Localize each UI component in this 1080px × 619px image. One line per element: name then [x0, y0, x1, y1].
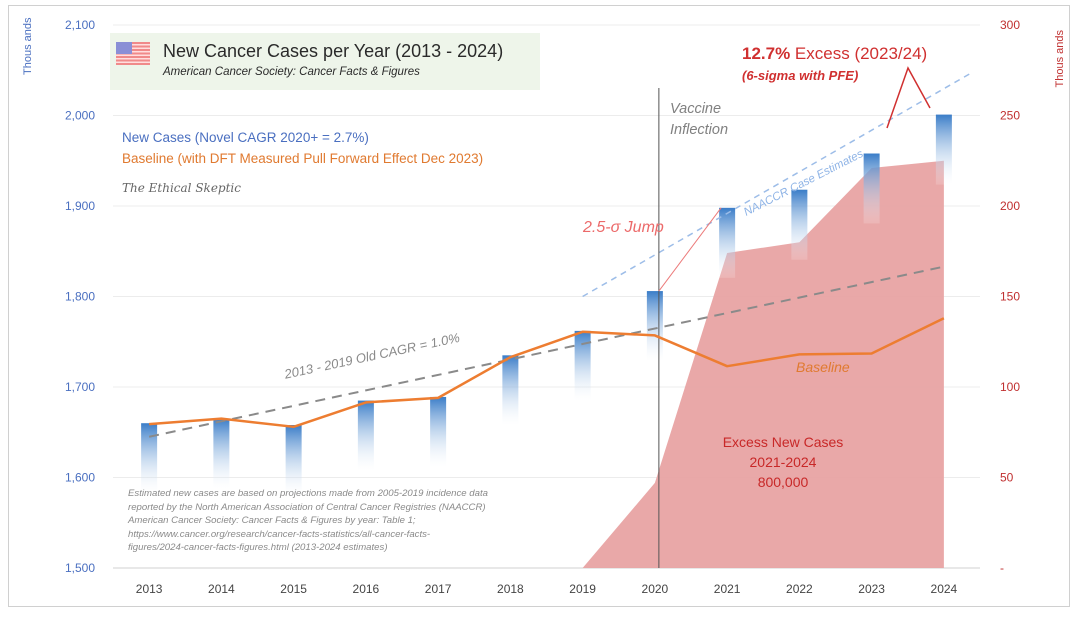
- us-flag-canton: [116, 42, 132, 54]
- excess-cases-line-3: 800,000: [757, 474, 809, 490]
- left-tick-label: 1,500: [65, 561, 95, 575]
- x-tick-label: 2022: [786, 582, 813, 596]
- source-note-line: figures/2024-cancer-facts-figures.html (…: [128, 542, 388, 554]
- right-tick-label: 300: [1000, 18, 1020, 32]
- excess-pct: 12.7%: [742, 44, 791, 63]
- baseline-label: Baseline: [796, 359, 850, 375]
- excess-area: [582, 160, 944, 568]
- jump-label: 2.5-σ Jump: [583, 219, 664, 236]
- excess-cases-label: Excess New Cases 2021-2024 800,000: [700, 432, 866, 492]
- excess-callout-pointer: [886, 66, 931, 129]
- bar-2015: [285, 425, 302, 496]
- left-axis-title: Thous ands: [22, 17, 34, 75]
- x-tick-label: 2021: [714, 582, 741, 596]
- vaccine-inflection-label: Vaccine Inflection: [670, 99, 728, 141]
- source-note-line: reported by the North American Associati…: [128, 501, 486, 513]
- ticks: 1,500 1,600 1,700 1,800 1,900 2,000 2,100 - 50 10…: [65, 18, 1020, 596]
- source-note-line: American Cancer Society: Cancer Facts & …: [128, 515, 416, 527]
- x-tick-label: 2020: [642, 582, 669, 596]
- bar-2021: [719, 207, 736, 278]
- right-tick-label: 100: [1000, 380, 1020, 394]
- naaccr-trendline: [582, 71, 974, 298]
- x-tick-label: 2013: [136, 582, 163, 596]
- right-tick-label: 50: [1000, 471, 1014, 485]
- x-tick-label: 2014: [208, 582, 235, 596]
- legend-baseline: Baseline (with DFT Measured Pull Forward…: [122, 151, 484, 166]
- left-tick-label: 2,000: [65, 109, 95, 123]
- left-tick-label: 1,800: [65, 290, 95, 304]
- bar-2018: [502, 355, 519, 426]
- lines: [148, 66, 974, 568]
- baseline-line: [149, 317, 945, 429]
- excess-cases-line-1: Excess New Cases: [722, 434, 844, 450]
- x-tick-label: 2024: [931, 582, 958, 596]
- left-tick-label: 2,100: [65, 18, 95, 32]
- vaccine-label-line-1: Vaccine: [670, 101, 722, 117]
- x-tick-label: 2016: [353, 582, 380, 596]
- right-tick-label: -: [1000, 561, 1004, 575]
- left-tick-label: 1,600: [65, 471, 95, 485]
- excess-area-shape: [582, 160, 944, 568]
- chart-title: New Cancer Cases per Year (2013 - 2024): [163, 41, 504, 61]
- excess-cases-line-2: 2021-2024: [749, 454, 817, 470]
- right-tick-label: 150: [1000, 290, 1020, 304]
- bar-2023: [863, 153, 880, 224]
- source-note-line: https://www.cancer.org/research/cancer-f…: [128, 528, 431, 540]
- legend-new-cases: New Cases (Novel CAGR 2020+ = 2.7%): [122, 130, 369, 145]
- brand-watermark: The Ethical Skeptic: [122, 181, 241, 195]
- bar-2014: [213, 418, 230, 489]
- bars: [141, 114, 952, 496]
- x-tick-label: 2017: [425, 582, 452, 596]
- excess-sigma: (6-sigma with PFE): [742, 68, 859, 83]
- bar-2016: [357, 400, 374, 471]
- right-tick-label: 200: [1000, 199, 1020, 213]
- source-note: Estimated new cases are based on project…: [128, 487, 488, 555]
- left-tick-label: 1,700: [65, 380, 95, 394]
- source-note-line: Estimated new cases are based on project…: [128, 488, 488, 499]
- x-tick-label: 2015: [280, 582, 307, 596]
- jump-connector: [658, 207, 722, 292]
- left-tick-label: 1,900: [65, 199, 95, 213]
- bar-2013: [141, 423, 158, 494]
- bar-2019: [574, 330, 591, 401]
- bar-2017: [430, 396, 447, 467]
- bar-2024: [935, 114, 952, 185]
- right-tick-label: 250: [1000, 109, 1020, 123]
- vaccine-label-line-2: Inflection: [670, 122, 729, 138]
- bar-2022: [791, 189, 808, 260]
- x-tick-label: 2019: [569, 582, 596, 596]
- x-tick-label: 2023: [858, 582, 885, 596]
- excess-rest: Excess (2023/24): [790, 44, 928, 63]
- x-tick-label: 2018: [497, 582, 524, 596]
- right-axis-title: Thous ands: [1054, 30, 1066, 88]
- chart-subtitle: American Cancer Society: Cancer Facts & …: [163, 66, 420, 78]
- bar-2020: [646, 291, 663, 362]
- excess-callout: 12.7% Excess (2023/24): [742, 44, 927, 64]
- title-box: [110, 33, 540, 90]
